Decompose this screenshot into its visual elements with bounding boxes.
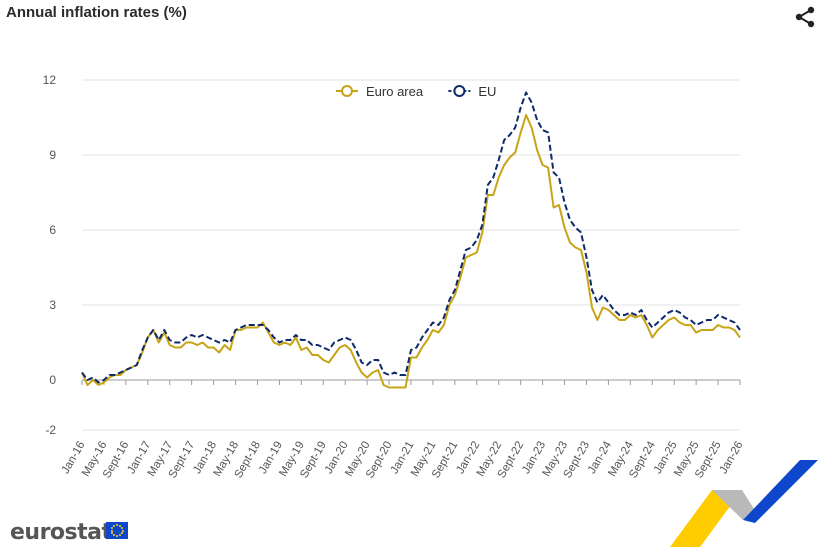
y-tick-label: -2 bbox=[45, 423, 56, 437]
series-line-euro-area bbox=[81, 114, 741, 389]
flag-star bbox=[110, 529, 113, 532]
legend-marker bbox=[453, 85, 466, 97]
flag-star bbox=[113, 534, 116, 537]
legend-marker bbox=[341, 85, 353, 97]
flag-star bbox=[120, 526, 123, 529]
flag-star bbox=[116, 535, 118, 537]
series-line-eu bbox=[81, 91, 741, 384]
y-tick-label: 0 bbox=[49, 373, 56, 387]
blue-stripe bbox=[743, 460, 818, 523]
y-tick-label: 9 bbox=[49, 148, 56, 162]
legend-label: EU bbox=[478, 84, 496, 99]
share-icon[interactable] bbox=[794, 6, 816, 28]
flag-star bbox=[118, 534, 121, 537]
y-tick-label: 12 bbox=[43, 73, 57, 87]
flag-star bbox=[118, 524, 121, 527]
grey-stripe bbox=[712, 490, 758, 520]
eu-flag-icon bbox=[106, 522, 128, 539]
eurostat-logo: eurostat bbox=[10, 520, 112, 545]
decorative-stripes bbox=[670, 460, 818, 547]
chart-title: Annual inflation rates (%) bbox=[6, 4, 187, 21]
flag-star bbox=[120, 532, 123, 535]
yellow-stripe bbox=[670, 490, 742, 547]
flag-star bbox=[121, 529, 124, 532]
flag-star bbox=[111, 532, 114, 535]
y-tick-label: 6 bbox=[49, 223, 56, 237]
flag-star bbox=[116, 524, 118, 526]
legend-label: Euro area bbox=[366, 84, 424, 99]
flag-star bbox=[111, 526, 114, 529]
y-tick-label: 3 bbox=[49, 298, 56, 312]
flag-star bbox=[113, 524, 116, 527]
